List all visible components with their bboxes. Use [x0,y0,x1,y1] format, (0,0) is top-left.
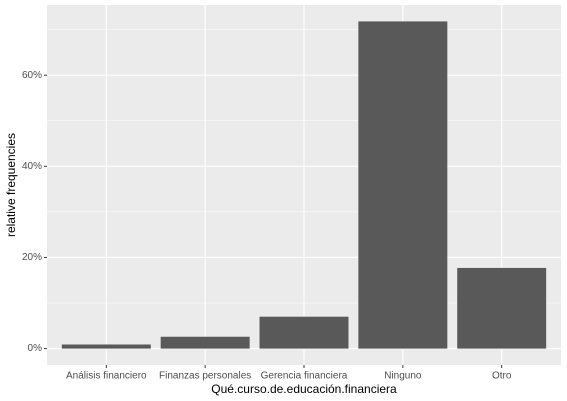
bar [358,21,448,349]
y-tick-label: 0% [28,343,43,354]
y-axis-title: relative frequencies [4,133,18,237]
x-tick-label: Finanzas personales [159,371,251,382]
x-tick-label: Ninguno [384,371,422,382]
y-tick-label: 40% [22,161,42,172]
x-tick-label: Análisis financiero [66,371,147,382]
x-axis-title: Qué.curso.de.educación.financiera [211,382,397,396]
bar [259,316,349,349]
x-tick-label: Otro [492,371,512,382]
bar [61,344,151,349]
bar [160,336,250,349]
y-tick-label: 60% [22,70,42,81]
x-tick-label: Gerencia financiera [261,371,348,382]
bar [457,267,547,349]
y-tick-label: 20% [22,252,42,263]
